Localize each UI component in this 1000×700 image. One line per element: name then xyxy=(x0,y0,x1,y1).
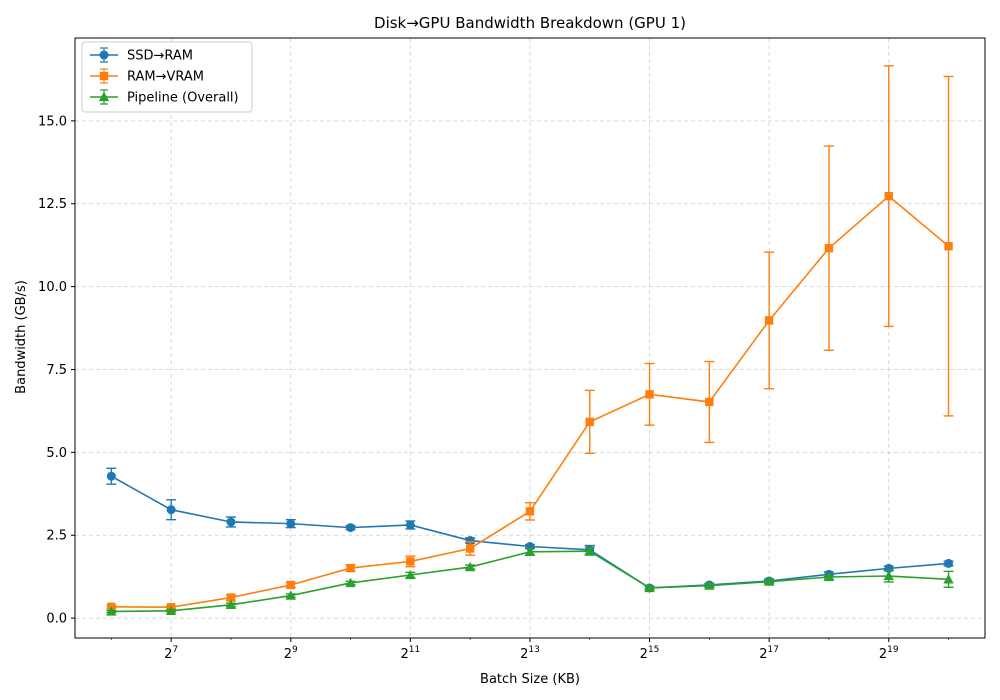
y-tick-label: 0.0 xyxy=(46,612,67,627)
data-point xyxy=(346,563,355,573)
data-point xyxy=(405,520,415,530)
data-point xyxy=(645,390,654,399)
x-tick-label: 213 xyxy=(520,645,540,662)
data-point xyxy=(763,576,775,586)
grid-lines xyxy=(75,38,985,638)
data-point xyxy=(106,471,116,481)
series-line xyxy=(111,550,949,613)
data-point xyxy=(943,574,954,584)
x-tick-label: 215 xyxy=(640,645,660,662)
y-tick-label: 2.5 xyxy=(46,529,67,544)
data-point xyxy=(166,505,176,515)
chart-title: Disk→GPU Bandwidth Breakdown (GPU 1) xyxy=(374,14,686,32)
data-point xyxy=(883,570,894,581)
data-point xyxy=(524,546,536,556)
y-tick-label: 5.0 xyxy=(46,446,67,461)
x-tick-label: 219 xyxy=(879,645,899,662)
legend-label: SSD→RAM xyxy=(127,49,193,64)
data-point xyxy=(226,517,236,527)
legend-marker xyxy=(99,71,109,81)
legend-marker xyxy=(99,50,109,60)
data-point xyxy=(345,577,356,588)
data-point xyxy=(944,558,954,568)
data-point xyxy=(106,606,117,616)
series-1 xyxy=(106,65,954,612)
legend-box xyxy=(81,41,253,113)
data-point xyxy=(286,519,296,529)
x-tick-label: 27 xyxy=(164,645,178,662)
legend-label: RAM→VRAM xyxy=(127,70,204,85)
axes: 27 29 211 213 215 217 219 0.0 2.5 5.0 7.5 10.0 12.5 1… xyxy=(38,37,986,662)
data-point xyxy=(584,545,595,556)
x-tick-label: 29 xyxy=(284,645,298,662)
data-point xyxy=(525,507,535,516)
data-point xyxy=(824,243,834,253)
data-point xyxy=(465,544,475,553)
data-point xyxy=(585,417,594,427)
data-point xyxy=(225,599,237,610)
data-point xyxy=(406,557,415,566)
series-layer xyxy=(106,65,954,616)
data-point xyxy=(704,580,715,590)
data-point xyxy=(944,241,953,251)
data-point xyxy=(286,580,295,590)
x-tick-label: 211 xyxy=(400,645,420,662)
data-point xyxy=(884,191,893,201)
y-axis-label: Bandwidth (GB/s) xyxy=(14,280,29,394)
data-point xyxy=(226,593,236,602)
legend-label: Pipeline (Overall) xyxy=(127,91,239,106)
data-point xyxy=(465,536,475,546)
x-tick-label: 217 xyxy=(759,645,779,662)
data-point xyxy=(464,561,476,572)
series-2 xyxy=(106,545,954,616)
data-point xyxy=(346,523,356,533)
y-tick-label: 15.0 xyxy=(38,114,67,129)
y-tick-label: 7.5 xyxy=(46,363,67,378)
data-point xyxy=(644,582,655,593)
data-point xyxy=(405,569,416,580)
data-point xyxy=(764,316,774,325)
data-point xyxy=(823,571,835,582)
data-point xyxy=(285,590,296,600)
x-axis-label: Batch Size (KB) xyxy=(480,672,580,687)
y-tick-label: 12.5 xyxy=(38,197,67,212)
legend-marker xyxy=(98,91,110,102)
legend: SSD→RAM RAM→VRAM Pipeline (Overall) xyxy=(81,41,253,113)
data-point xyxy=(705,397,714,407)
data-point xyxy=(165,605,177,615)
y-tick-label: 10.0 xyxy=(38,280,67,295)
